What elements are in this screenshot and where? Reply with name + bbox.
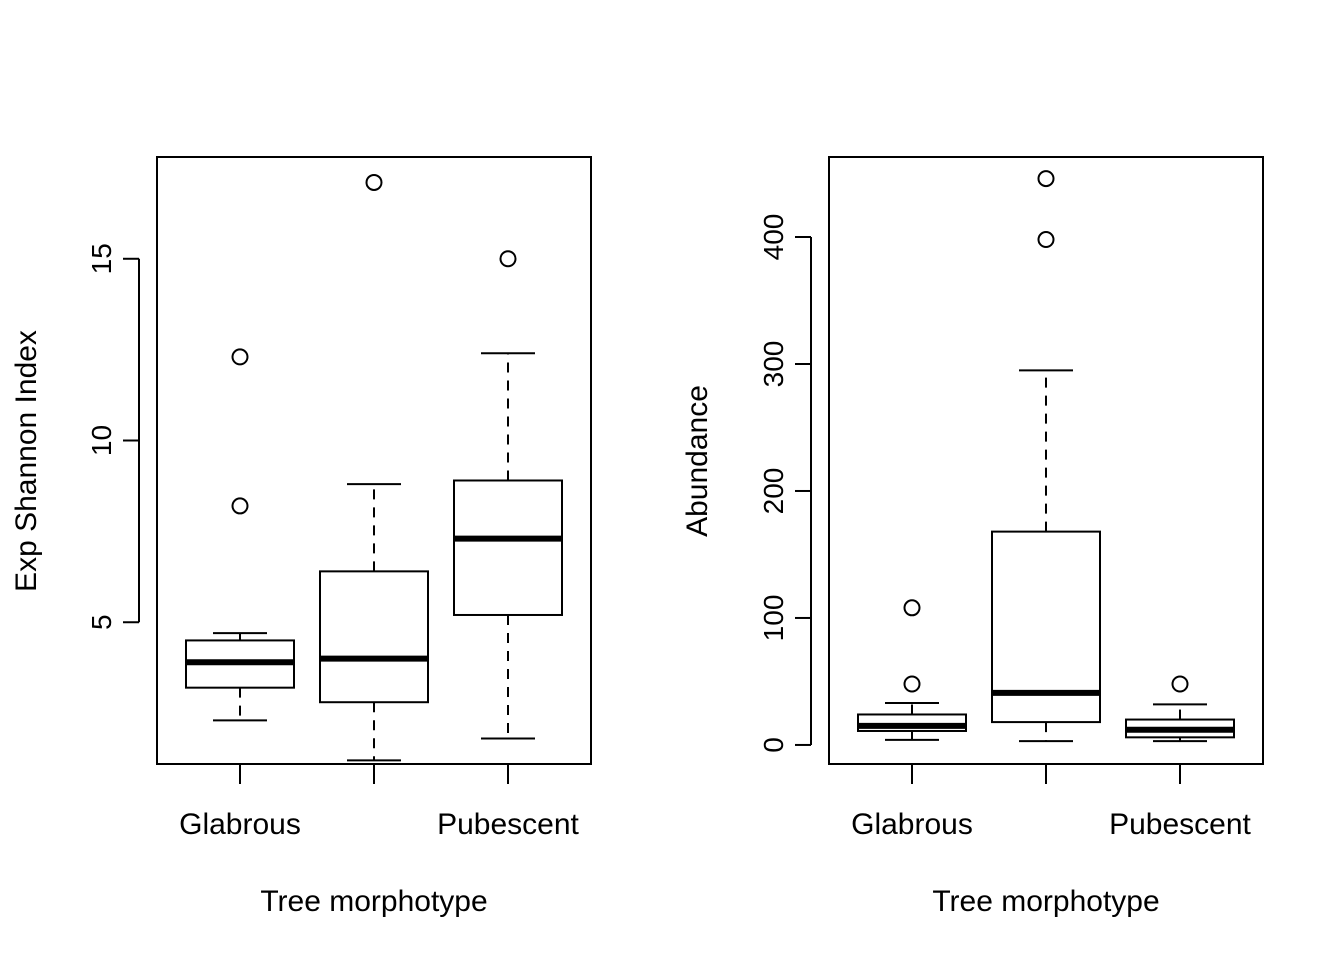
y-tick-label: 15 xyxy=(86,243,117,274)
x-axis-label: Tree morphotype xyxy=(260,885,487,918)
x-tick-label: Pubescent xyxy=(437,808,579,841)
outlier-point xyxy=(1171,675,1189,693)
x-axis-label: Tree morphotype xyxy=(932,885,1159,918)
y-tick-label: 100 xyxy=(758,595,789,642)
outlier-point xyxy=(231,348,249,366)
y-tick-label: 400 xyxy=(758,214,789,261)
outlier-point xyxy=(1037,170,1055,188)
y-tick-label: 10 xyxy=(86,425,117,456)
outlier-point xyxy=(499,250,517,268)
y-tick-label: 200 xyxy=(758,468,789,515)
outlier-point xyxy=(903,675,921,693)
y-tick-label: 5 xyxy=(86,614,117,630)
panel-abundance: Abundance Tree morphotype 0 100 200 300 400 G… xyxy=(681,156,1264,918)
box xyxy=(453,479,563,616)
outlier-point xyxy=(903,599,921,617)
x-tick-label: Glabrous xyxy=(179,808,301,841)
y-axis-label: Exp Shannon Index xyxy=(10,330,43,592)
outlier-point xyxy=(365,173,383,191)
x-tick-label: Glabrous xyxy=(851,808,973,841)
outlier-point xyxy=(231,497,249,515)
y-axis-label: Abundance xyxy=(681,385,714,537)
y-tick-label: 300 xyxy=(758,341,789,388)
panel-exp-shannon: Exp Shannon Index Tree morphotype 5 10 15 G… xyxy=(10,156,592,918)
x-tick-label: Pubescent xyxy=(1109,808,1251,841)
y-tick-label: 0 xyxy=(758,737,789,753)
box xyxy=(319,570,429,704)
outlier-point xyxy=(1037,231,1055,249)
